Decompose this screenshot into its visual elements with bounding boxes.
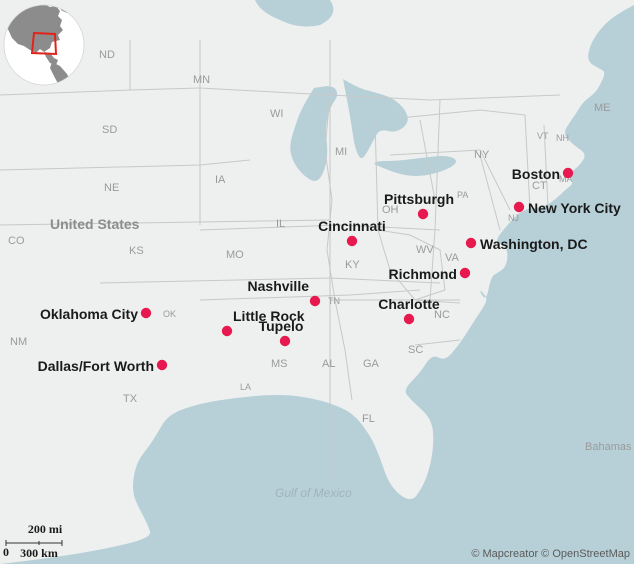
svg-text:IA: IA <box>215 174 226 186</box>
svg-text:New York City: New York City <box>528 200 621 216</box>
svg-text:NE: NE <box>104 182 119 194</box>
svg-text:GA: GA <box>363 358 380 370</box>
svg-text:200 mi: 200 mi <box>28 522 63 536</box>
svg-text:TN: TN <box>328 296 340 306</box>
svg-text:Tupelo: Tupelo <box>259 318 304 334</box>
svg-text:Boston: Boston <box>512 166 560 182</box>
svg-text:NH: NH <box>556 133 569 143</box>
svg-text:PA: PA <box>457 190 468 200</box>
svg-text:IL: IL <box>276 218 285 230</box>
svg-text:SC: SC <box>408 344 423 356</box>
svg-text:Cincinnati: Cincinnati <box>318 218 386 234</box>
svg-text:Pittsburgh: Pittsburgh <box>384 191 454 207</box>
svg-text:MO: MO <box>226 249 244 261</box>
svg-text:MS: MS <box>271 358 288 370</box>
svg-text:300 km: 300 km <box>20 546 58 560</box>
svg-text:TX: TX <box>123 393 138 405</box>
svg-text:CO: CO <box>8 235 25 247</box>
svg-text:WV: WV <box>416 244 434 256</box>
svg-text:VT: VT <box>537 131 549 141</box>
svg-text:Bahamas: Bahamas <box>585 441 632 453</box>
svg-text:0: 0 <box>3 545 9 559</box>
svg-text:KS: KS <box>129 245 144 257</box>
svg-text:FL: FL <box>362 413 375 425</box>
svg-text:© Mapcreator © OpenStreetMap: © Mapcreator © OpenStreetMap <box>471 548 630 560</box>
svg-text:Washington, DC: Washington, DC <box>480 236 588 252</box>
svg-text:OK: OK <box>163 309 176 319</box>
svg-text:KY: KY <box>345 259 360 271</box>
svg-text:MN: MN <box>193 74 210 86</box>
svg-text:Richmond: Richmond <box>389 266 457 282</box>
svg-text:Nashville: Nashville <box>248 278 310 294</box>
svg-text:WI: WI <box>270 108 283 120</box>
svg-text:LA: LA <box>240 382 251 392</box>
svg-text:Dallas/Fort Worth: Dallas/Fort Worth <box>38 358 154 374</box>
svg-text:NY: NY <box>474 149 490 161</box>
svg-text:VA: VA <box>445 252 460 264</box>
svg-text:Charlotte: Charlotte <box>378 296 440 312</box>
svg-text:Gulf of Mexico: Gulf of Mexico <box>275 486 352 500</box>
svg-text:ND: ND <box>99 49 115 61</box>
svg-text:United States: United States <box>50 216 140 232</box>
svg-text:NM: NM <box>10 336 27 348</box>
svg-text:NJ: NJ <box>508 213 519 223</box>
svg-text:AL: AL <box>322 358 335 370</box>
svg-text:Oklahoma City: Oklahoma City <box>40 306 138 322</box>
svg-text:SD: SD <box>102 124 117 136</box>
svg-text:ME: ME <box>594 102 611 114</box>
svg-text:MI: MI <box>335 146 347 158</box>
